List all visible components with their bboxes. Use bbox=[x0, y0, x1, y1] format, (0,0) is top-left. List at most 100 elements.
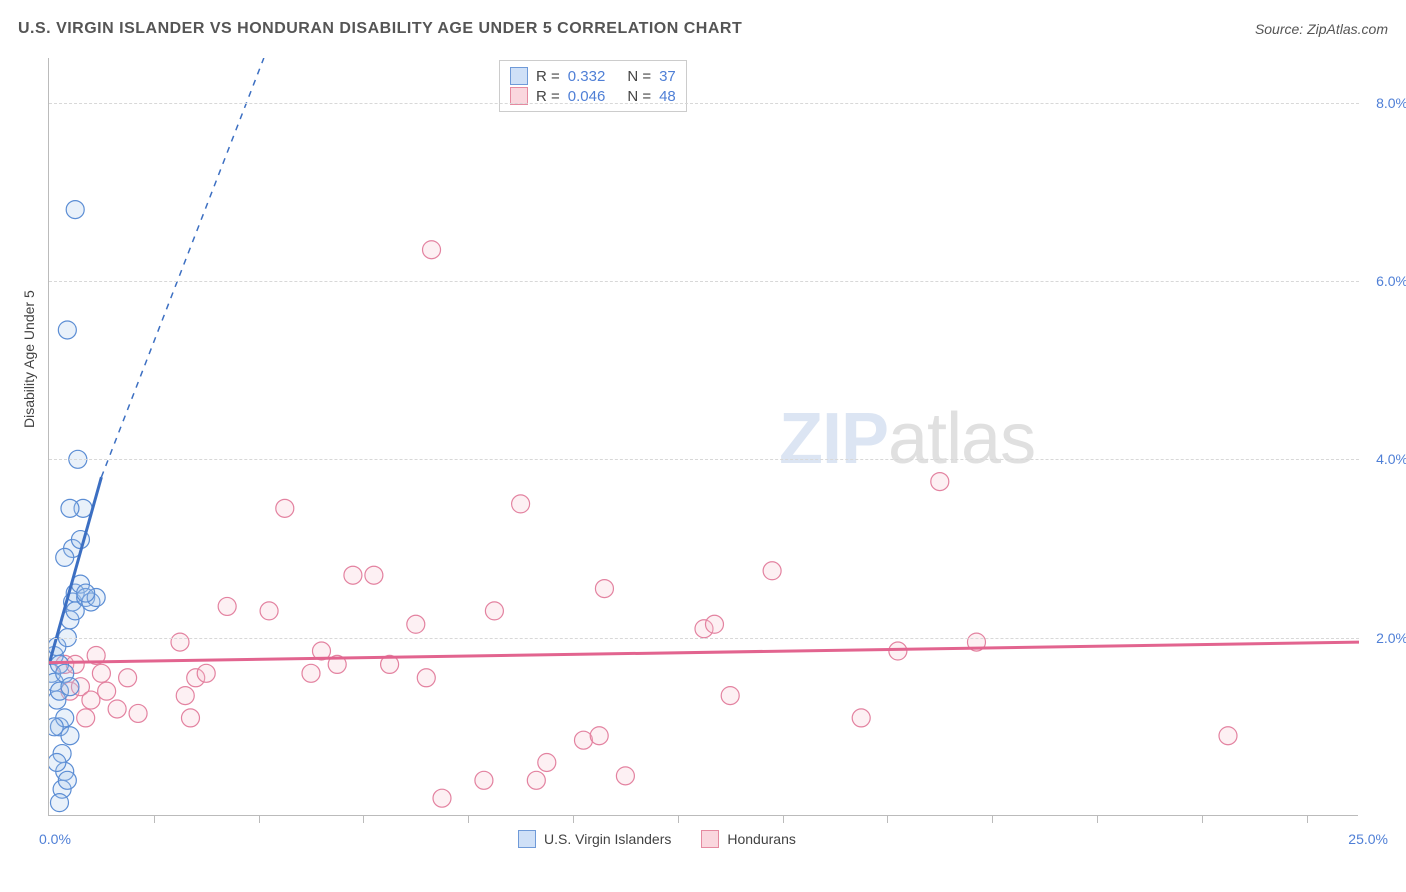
scatter-point bbox=[967, 633, 985, 651]
scatter-point bbox=[50, 655, 68, 673]
x-tick bbox=[1307, 815, 1308, 823]
scatter-point bbox=[171, 633, 189, 651]
scatter-point bbox=[705, 615, 723, 633]
trend-line-solid bbox=[49, 642, 1359, 663]
scatter-point bbox=[56, 762, 74, 780]
scatter-point bbox=[53, 745, 71, 763]
scatter-point bbox=[365, 566, 383, 584]
r-value-0: 0.332 bbox=[568, 68, 606, 85]
scatter-point bbox=[475, 771, 493, 789]
series-legend: U.S. Virgin Islanders Hondurans bbox=[518, 830, 796, 848]
x-tick bbox=[678, 815, 679, 823]
x-tick bbox=[992, 815, 993, 823]
scatter-point bbox=[66, 655, 84, 673]
n-label-0: N = bbox=[627, 68, 651, 85]
n-value-0: 37 bbox=[659, 68, 676, 85]
scatter-point bbox=[538, 753, 556, 771]
scatter-point bbox=[71, 678, 89, 696]
x-tick bbox=[573, 815, 574, 823]
scatter-point bbox=[889, 642, 907, 660]
scatter-point bbox=[61, 499, 79, 517]
scatter-point bbox=[721, 687, 739, 705]
scatter-point bbox=[181, 709, 199, 727]
scatter-point bbox=[344, 566, 362, 584]
scatter-point bbox=[276, 499, 294, 517]
series-legend-item-0: U.S. Virgin Islanders bbox=[518, 830, 671, 848]
swatch-series-0 bbox=[510, 67, 528, 85]
swatch-legend-0 bbox=[518, 830, 536, 848]
scatter-point bbox=[71, 531, 89, 549]
gridline-h bbox=[49, 103, 1359, 104]
scatter-point bbox=[49, 691, 66, 709]
scatter-point bbox=[49, 673, 63, 691]
scatter-point bbox=[50, 718, 68, 736]
scatter-point bbox=[407, 615, 425, 633]
scatter-point bbox=[931, 473, 949, 491]
scatter-point bbox=[61, 682, 79, 700]
chart-svg-overlay bbox=[49, 58, 1359, 816]
scatter-point bbox=[82, 691, 100, 709]
scatter-point bbox=[49, 638, 66, 656]
series-legend-item-1: Hondurans bbox=[701, 830, 796, 848]
scatter-point bbox=[66, 584, 84, 602]
scatter-point bbox=[61, 611, 79, 629]
x-tick bbox=[363, 815, 364, 823]
x-tick-label-min: 0.0% bbox=[39, 831, 71, 847]
scatter-point bbox=[417, 669, 435, 687]
scatter-point bbox=[66, 201, 84, 219]
watermark: ZIPatlas bbox=[779, 398, 1035, 480]
x-tick bbox=[154, 815, 155, 823]
scatter-point bbox=[49, 718, 63, 736]
scatter-point bbox=[66, 602, 84, 620]
scatter-point bbox=[50, 794, 68, 812]
scatter-point bbox=[77, 584, 95, 602]
trend-line-solid bbox=[49, 477, 101, 664]
gridline-h bbox=[49, 281, 1359, 282]
stats-row-0: R = 0.332 N = 37 bbox=[510, 67, 676, 85]
scatter-point bbox=[616, 767, 634, 785]
watermark-bold: ZIP bbox=[779, 399, 888, 479]
stats-legend: R = 0.332 N = 37 R = 0.046 N = 48 bbox=[499, 60, 687, 112]
scatter-point bbox=[53, 780, 71, 798]
scatter-point bbox=[71, 575, 89, 593]
x-tick bbox=[783, 815, 784, 823]
scatter-point bbox=[56, 664, 74, 682]
y-tick-label: 4.0% bbox=[1376, 451, 1406, 467]
scatter-point bbox=[381, 655, 399, 673]
gridline-h bbox=[49, 638, 1359, 639]
scatter-point bbox=[49, 753, 66, 771]
scatter-point bbox=[49, 646, 63, 664]
scatter-point bbox=[77, 589, 95, 607]
x-tick bbox=[1097, 815, 1098, 823]
scatter-point bbox=[61, 678, 79, 696]
scatter-point bbox=[512, 495, 530, 513]
scatter-point bbox=[61, 727, 79, 745]
y-tick-label: 6.0% bbox=[1376, 273, 1406, 289]
scatter-point bbox=[74, 499, 92, 517]
source-label: Source: ZipAtlas.com bbox=[1255, 21, 1388, 37]
x-tick bbox=[887, 815, 888, 823]
scatter-point bbox=[49, 664, 61, 682]
scatter-point bbox=[763, 562, 781, 580]
scatter-point bbox=[119, 669, 137, 687]
scatter-point bbox=[87, 646, 105, 664]
scatter-point bbox=[574, 731, 592, 749]
scatter-point bbox=[485, 602, 503, 620]
scatter-point bbox=[176, 687, 194, 705]
scatter-point bbox=[87, 589, 105, 607]
scatter-point bbox=[56, 548, 74, 566]
plot-region: ZIPatlas R = 0.332 N = 37 R = 0.046 N = … bbox=[48, 58, 1358, 816]
scatter-point bbox=[695, 620, 713, 638]
scatter-point bbox=[527, 771, 545, 789]
y-tick-label: 8.0% bbox=[1376, 95, 1406, 111]
y-axis-label: Disability Age Under 5 bbox=[21, 290, 37, 428]
scatter-point bbox=[56, 655, 74, 673]
scatter-point bbox=[129, 704, 147, 722]
scatter-point bbox=[50, 682, 68, 700]
scatter-point bbox=[433, 789, 451, 807]
gridline-h bbox=[49, 459, 1359, 460]
scatter-point bbox=[328, 655, 346, 673]
chart-title: U.S. VIRGIN ISLANDER VS HONDURAN DISABIL… bbox=[18, 20, 742, 38]
x-tick bbox=[259, 815, 260, 823]
scatter-point bbox=[852, 709, 870, 727]
